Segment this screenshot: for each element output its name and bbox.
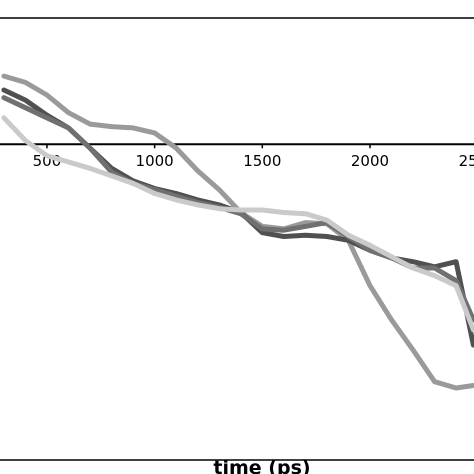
x-axis-label: time (ps) [213,457,310,474]
series-line [1,115,474,333]
x-tick-label: 1000 [136,152,174,170]
x-tick-label: 1500 [243,152,281,170]
x-tick-label: 2500 [459,152,474,170]
series-line [1,73,474,391]
series-line [1,87,474,348]
x-tick-label: 2000 [351,152,389,170]
